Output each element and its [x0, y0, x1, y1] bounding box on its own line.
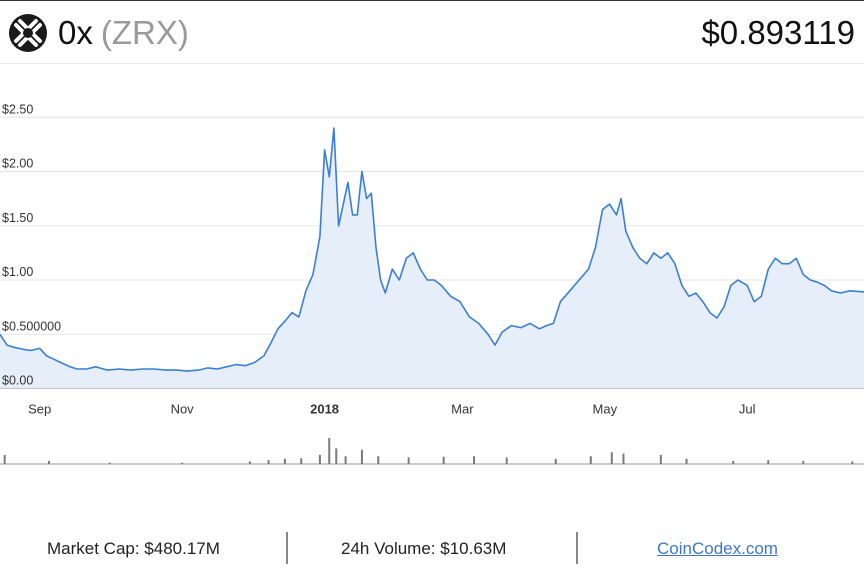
volume-bar — [685, 458, 688, 464]
volume-bar — [554, 458, 557, 464]
x-tick-label: Jul — [739, 402, 756, 417]
y-tick-label: $1.00 — [2, 265, 33, 279]
y-tick-label: $2.00 — [2, 157, 33, 171]
volume-bar — [300, 458, 303, 464]
y-tick-label: $1.50 — [2, 211, 33, 225]
y-tick-label: $2.50 — [2, 102, 33, 116]
volume-bar — [659, 454, 662, 464]
footer-divider — [286, 532, 288, 564]
volume-bar — [267, 460, 270, 464]
volume-bar — [442, 456, 445, 464]
volume-bar — [622, 453, 625, 464]
current-price: $0.893119 — [701, 14, 855, 51]
0x-logo-icon — [9, 14, 47, 52]
coin-name: 0x — [58, 14, 93, 51]
x-tick-label: May — [593, 402, 618, 417]
y-axis-labels: $0.00 $0.500000 $1.00 $1.50 $2.00 $2.50 — [2, 102, 61, 387]
x-tick-label: Sep — [28, 402, 51, 417]
x-tick-label: Nov — [171, 402, 195, 417]
volume-bar — [328, 438, 331, 464]
x-tick-label: 2018 — [310, 402, 339, 417]
price-line — [0, 127, 864, 372]
volume-bar — [802, 460, 805, 464]
coin-title: 0x (ZRX) — [58, 13, 189, 53]
footer-divider — [576, 532, 578, 564]
coin-symbol: (ZRX) — [100, 14, 189, 51]
volume-bar — [473, 456, 476, 464]
volume-bar — [318, 454, 321, 464]
price-area — [0, 127, 864, 389]
volume-bar — [407, 457, 410, 464]
x-tick-label: Mar — [451, 402, 474, 417]
volume-bars — [0, 438, 864, 465]
volume-bar — [344, 456, 347, 464]
volume-bar — [505, 457, 508, 464]
price-area-fill — [0, 128, 864, 389]
coincodex-link[interactable]: CoinCodex.com — [657, 539, 778, 558]
volume-bar — [767, 460, 770, 464]
volume-24h-stat: 24h Volume: $10.63M — [341, 539, 507, 558]
volume-bar — [108, 462, 111, 464]
volume-bar — [732, 460, 735, 464]
volume-bar — [377, 456, 380, 464]
volume-bar — [360, 449, 363, 464]
y-tick-label: $0.00 — [2, 374, 33, 388]
volume-bar — [335, 448, 338, 464]
x-axis-labels: Sep Nov 2018 Mar May Jul — [28, 402, 756, 417]
volume-bar — [610, 452, 613, 464]
volume-bar — [48, 460, 51, 464]
volume-bar — [851, 461, 854, 464]
coin-header: 0x (ZRX) $0.893119 — [0, 0, 864, 64]
y-tick-label: $0.500000 — [2, 319, 61, 333]
volume-bar — [248, 461, 251, 464]
volume-bar — [283, 458, 286, 464]
volume-bar — [589, 456, 592, 464]
volume-bar — [3, 454, 6, 464]
stats-footer: Market Cap: $480.17M 24h Volume: $10.63M… — [0, 525, 864, 573]
market-cap-stat: Market Cap: $480.17M — [47, 539, 220, 558]
volume-bar — [181, 462, 184, 464]
price-chart[interactable]: $0.00 $0.500000 $1.00 $1.50 $2.00 $2.50 Sep No… — [0, 64, 864, 524]
